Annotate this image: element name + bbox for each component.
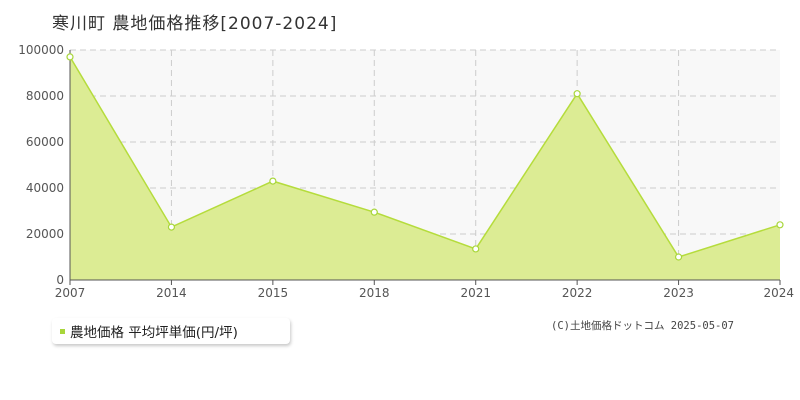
data-point	[269, 177, 277, 185]
x-tick-label: 2024	[763, 286, 794, 300]
legend: 農地価格 平均坪単価(円/坪)	[52, 318, 290, 344]
x-tick-label: 2021	[460, 286, 491, 300]
data-point	[674, 253, 683, 261]
copyright-text: (C)土地価格ドットコム 2025-05-07	[551, 320, 735, 332]
legend-label: 農地価格 平均坪単価(円/坪)	[70, 325, 238, 341]
x-tick-label: 2014	[156, 286, 187, 300]
x-tick-label: 2023	[663, 286, 694, 300]
data-point	[472, 245, 480, 253]
data-point	[776, 221, 784, 229]
data-point	[573, 90, 581, 98]
chart-title: 寒川町 農地価格推移[2007-2024]	[52, 14, 338, 34]
y-tick-label: 20000	[26, 227, 64, 241]
x-tick-label: 2015	[258, 286, 289, 300]
series-line	[69, 56, 781, 258]
x-tick-label: 2018	[359, 286, 390, 300]
legend-swatch	[60, 328, 65, 334]
x-tick-label: 2007	[55, 286, 86, 300]
y-tick-label: 40000	[26, 181, 64, 195]
y-tick-label: 60000	[26, 135, 64, 149]
data-point	[66, 53, 74, 61]
x-tick-label: 2022	[562, 286, 593, 300]
series-area	[70, 56, 780, 281]
y-tick-label: 0	[56, 273, 64, 287]
y-tick-label: 100000	[18, 43, 64, 57]
data-point	[167, 223, 176, 231]
y-tick-label: 80000	[26, 89, 64, 103]
data-point	[370, 208, 378, 216]
